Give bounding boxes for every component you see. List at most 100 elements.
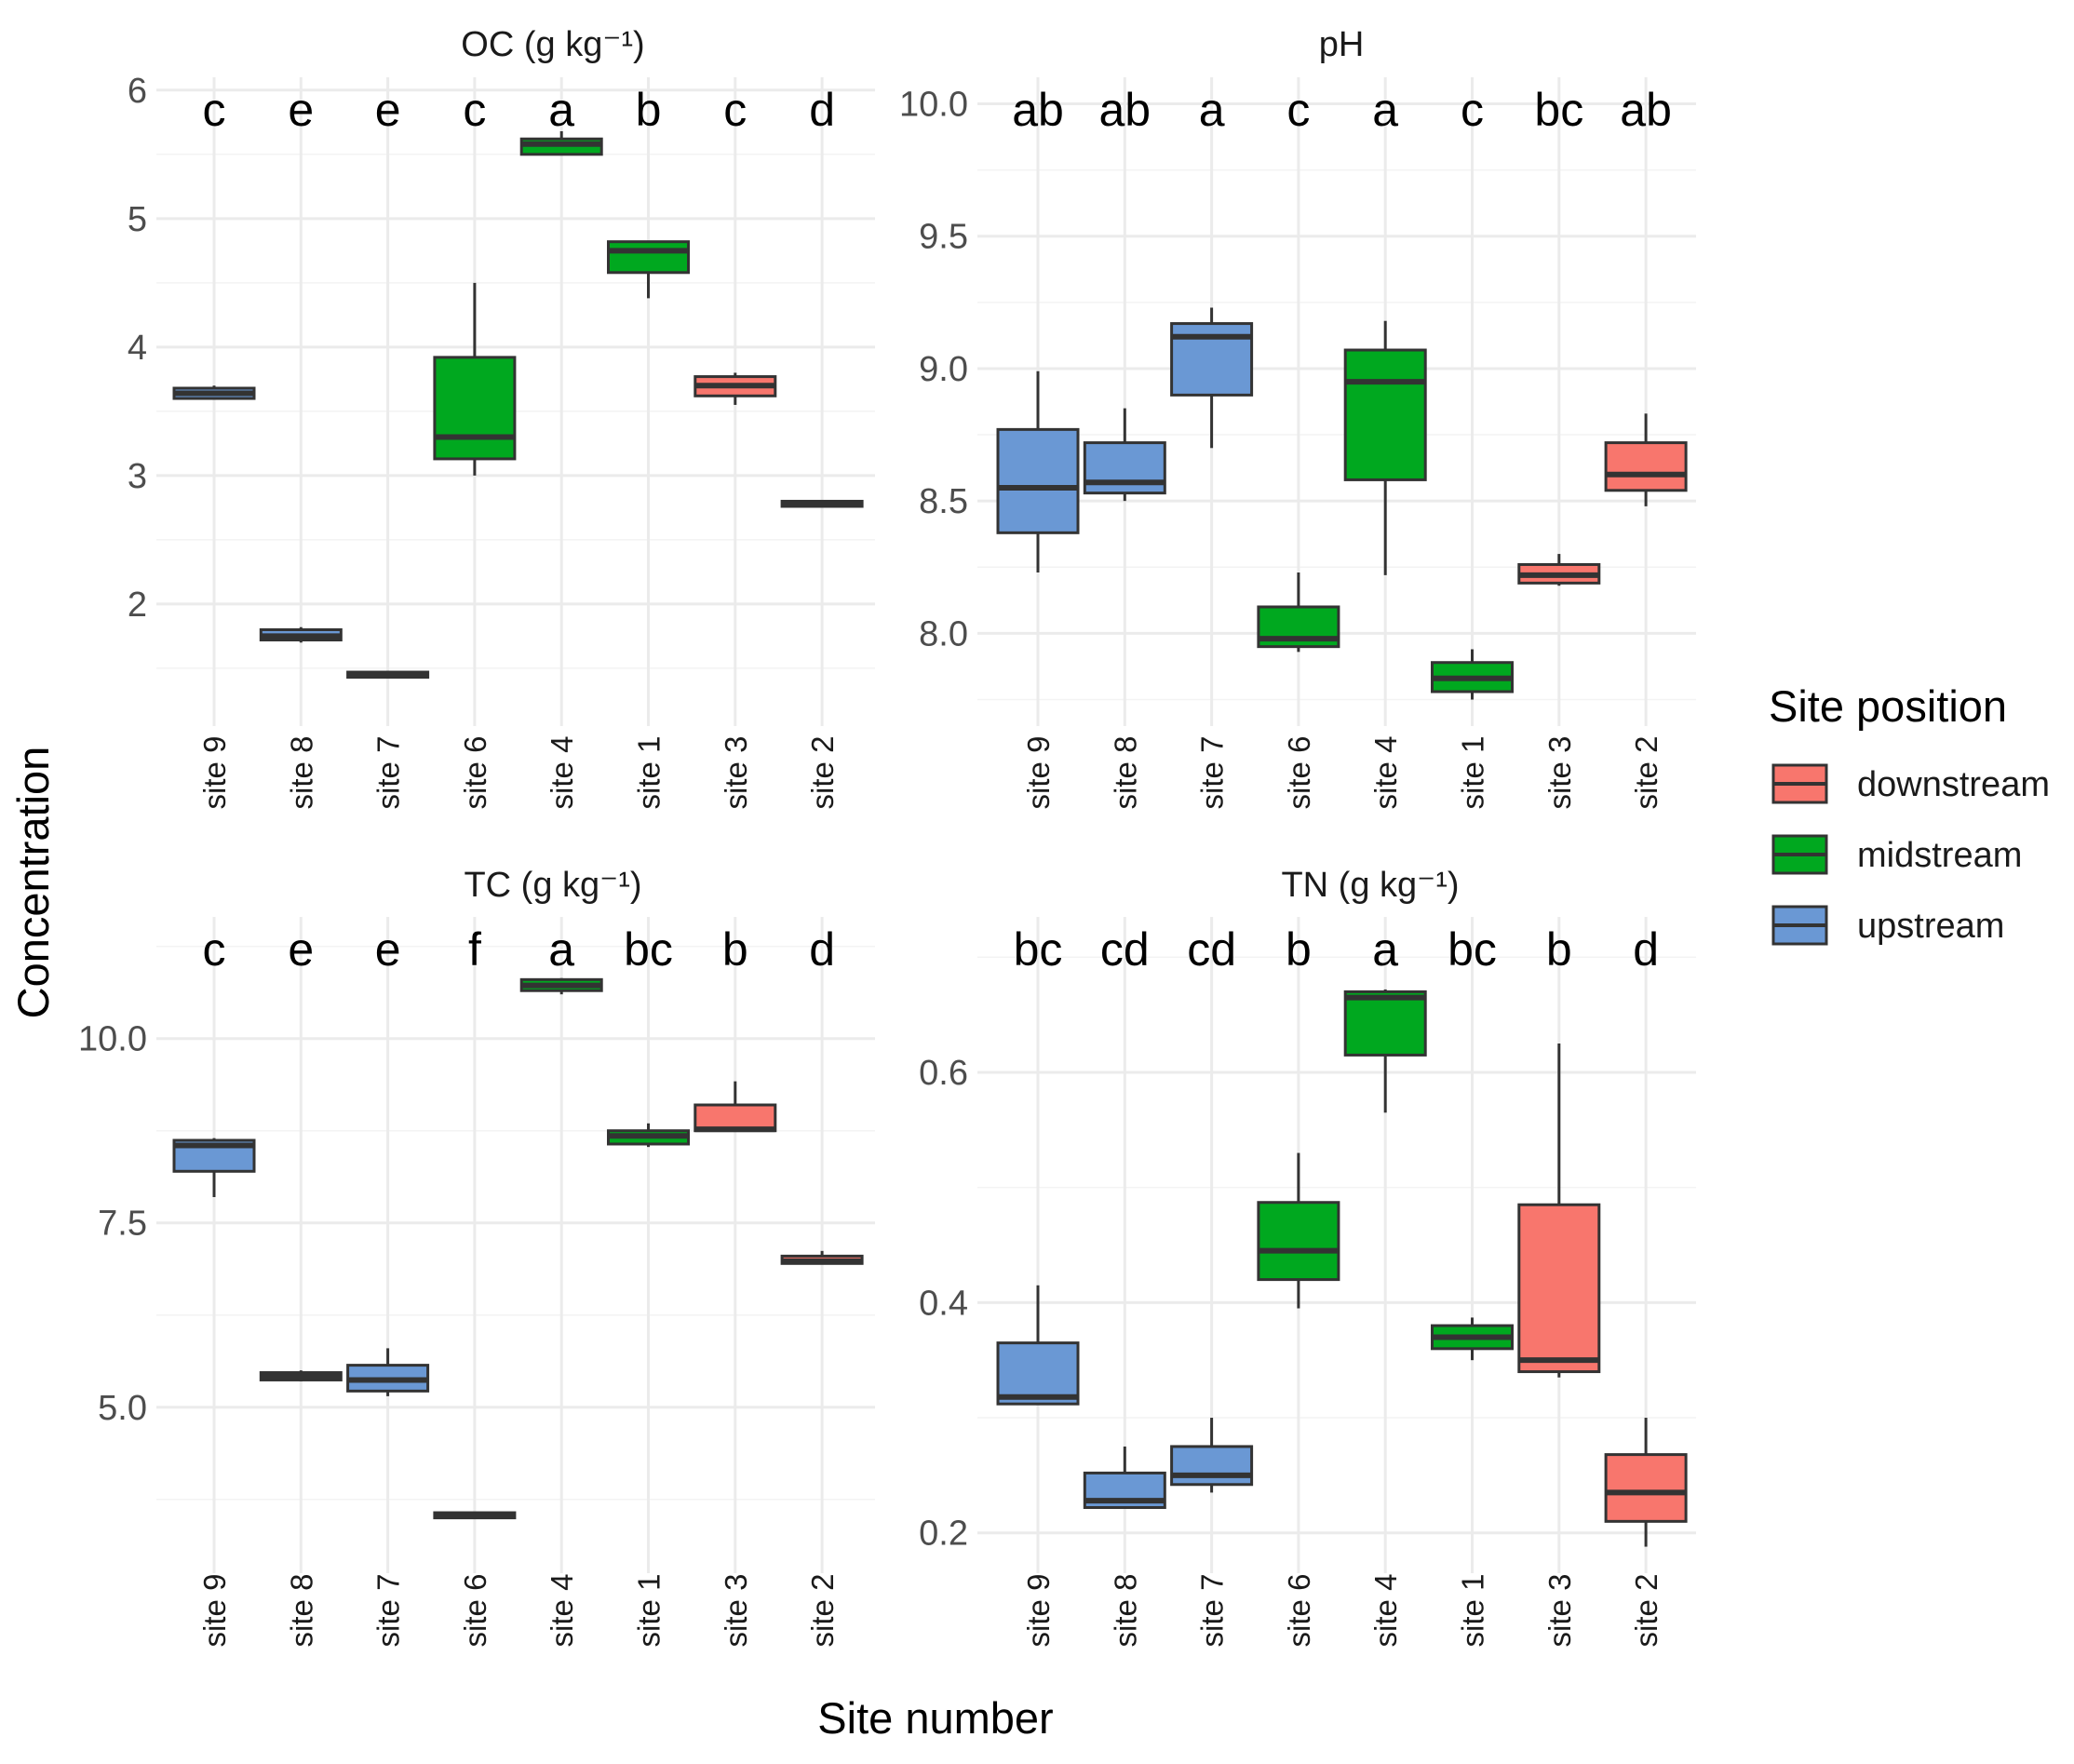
significance-letter: bc xyxy=(624,923,673,976)
significance-letter: bc xyxy=(1534,84,1583,136)
significance-letter: b xyxy=(1286,923,1312,976)
box-body xyxy=(1257,1201,1340,1282)
x-tick-label: site 4 xyxy=(1368,736,1403,810)
panel-oc: 2 3 4 5 6 OC (g kg⁻¹) c e e c a b c d site 9 site 8 site… xyxy=(128,25,875,809)
panel-title-tc: TC (g kg⁻¹) xyxy=(464,866,641,905)
x-tick-label: site 6 xyxy=(458,1574,492,1648)
y-tick-label: 2 xyxy=(128,586,147,625)
box-oc-6 xyxy=(607,240,690,299)
box-tc-2 xyxy=(259,1370,343,1382)
significance-letter: c xyxy=(203,84,226,136)
significance-letter: d xyxy=(1633,923,1659,976)
box-body xyxy=(433,356,517,461)
significance-letter: a xyxy=(1372,84,1398,136)
x-tick-label: site 4 xyxy=(1368,1574,1403,1648)
y-tick-label: 6 xyxy=(128,72,147,111)
box-tn-7 xyxy=(1517,1044,1601,1378)
legend-label-upstream: upstream xyxy=(1857,907,2004,946)
y-tick-label: 9.0 xyxy=(919,350,968,389)
box-ph-5 xyxy=(1343,320,1427,575)
box-body xyxy=(996,1341,1080,1406)
x-tick-label: site 1 xyxy=(1456,1574,1490,1648)
panel-title-ph: pH xyxy=(1319,25,1365,64)
box-oc-2 xyxy=(259,626,343,643)
box-ph-6 xyxy=(1431,649,1514,700)
box-tc-3 xyxy=(346,1348,430,1396)
y-tick-label: 5 xyxy=(128,200,147,239)
box-oc-4 xyxy=(433,282,517,476)
box-tc-7 xyxy=(694,1081,777,1133)
significance-letter: cd xyxy=(1187,923,1236,976)
box-tn-1 xyxy=(996,1285,1080,1406)
x-tick-label: site 2 xyxy=(805,736,840,810)
x-tick-label: site 8 xyxy=(1108,736,1142,810)
x-tick-label: site 6 xyxy=(1282,1574,1316,1648)
x-tick-label: site 8 xyxy=(284,1574,318,1648)
significance-letter: c xyxy=(203,923,226,976)
y-tick-label: 10.0 xyxy=(78,1020,147,1059)
box-body xyxy=(1343,348,1427,481)
y-tick-label: 8.5 xyxy=(919,482,968,521)
y-tick-label: 0.6 xyxy=(919,1054,968,1093)
x-tick-label: site 3 xyxy=(719,736,753,810)
box-tc-4 xyxy=(433,1511,517,1520)
x-tick-label: site 1 xyxy=(632,1574,667,1648)
x-tick-label: site 8 xyxy=(1108,1574,1142,1648)
box-tn-2 xyxy=(1083,1446,1166,1510)
y-tick-label: 4 xyxy=(128,329,147,368)
significance-letter: a xyxy=(548,84,574,136)
box-body xyxy=(1343,990,1427,1057)
x-tick-label: site 9 xyxy=(197,1574,232,1648)
y-tick-label: 0.2 xyxy=(919,1515,968,1554)
x-tick-label: site 9 xyxy=(197,736,232,810)
box-body xyxy=(996,427,1080,534)
box-tc-5 xyxy=(519,977,603,995)
significance-letter: ab xyxy=(1098,84,1151,136)
box-tn-6 xyxy=(1431,1317,1514,1361)
box-ph-3 xyxy=(1170,307,1254,449)
significance-letter: c xyxy=(463,84,486,136)
legend-item-upstream: upstream xyxy=(1771,905,2004,946)
x-axis-title: Site number xyxy=(817,1693,1053,1743)
significance-letter: e xyxy=(288,84,314,136)
significance-letter: d xyxy=(809,84,835,136)
y-tick-label: 10.0 xyxy=(899,85,968,124)
x-tick-label: site 2 xyxy=(1629,736,1663,810)
significance-letter: b xyxy=(722,923,748,976)
y-axis-title: Concentration xyxy=(8,747,58,1019)
x-tick-label: site 7 xyxy=(1195,1574,1230,1648)
box-body xyxy=(1170,1445,1254,1487)
x-tick-label: site 9 xyxy=(1021,736,1056,810)
box-tc-6 xyxy=(607,1123,690,1148)
significance-letter: c xyxy=(1286,84,1310,136)
significance-letter: bc xyxy=(1014,923,1063,976)
box-oc-7 xyxy=(694,372,777,405)
x-tick-label: site 7 xyxy=(371,1574,406,1648)
x-tick-label: site 2 xyxy=(805,1574,840,1648)
y-tick-label: 8.0 xyxy=(919,614,968,653)
x-tick-label: site 1 xyxy=(1456,736,1490,810)
y-tick-label: 7.5 xyxy=(98,1205,147,1244)
significance-letter: ab xyxy=(1620,84,1672,136)
box-tc-8 xyxy=(780,1250,864,1265)
significance-letter: c xyxy=(723,84,747,136)
significance-letter: e xyxy=(288,923,314,976)
legend-label-midstream: midstream xyxy=(1857,836,2022,875)
box-body xyxy=(1604,441,1688,492)
box-body xyxy=(1517,1203,1601,1374)
x-tick-label: site 3 xyxy=(719,1574,753,1648)
significance-letter: f xyxy=(468,923,481,976)
x-tick-label: site 6 xyxy=(458,736,492,810)
box-ph-2 xyxy=(1083,408,1166,502)
y-tick-label: 5.0 xyxy=(98,1389,147,1428)
box-body xyxy=(1083,441,1166,495)
legend-title: Site position xyxy=(1769,681,2007,731)
x-tick-label: site 7 xyxy=(1195,736,1230,810)
box-ph-1 xyxy=(996,370,1080,572)
significance-letter: bc xyxy=(1448,923,1497,976)
x-tick-label: site 1 xyxy=(632,736,667,810)
x-tick-label: site 9 xyxy=(1021,1574,1056,1648)
